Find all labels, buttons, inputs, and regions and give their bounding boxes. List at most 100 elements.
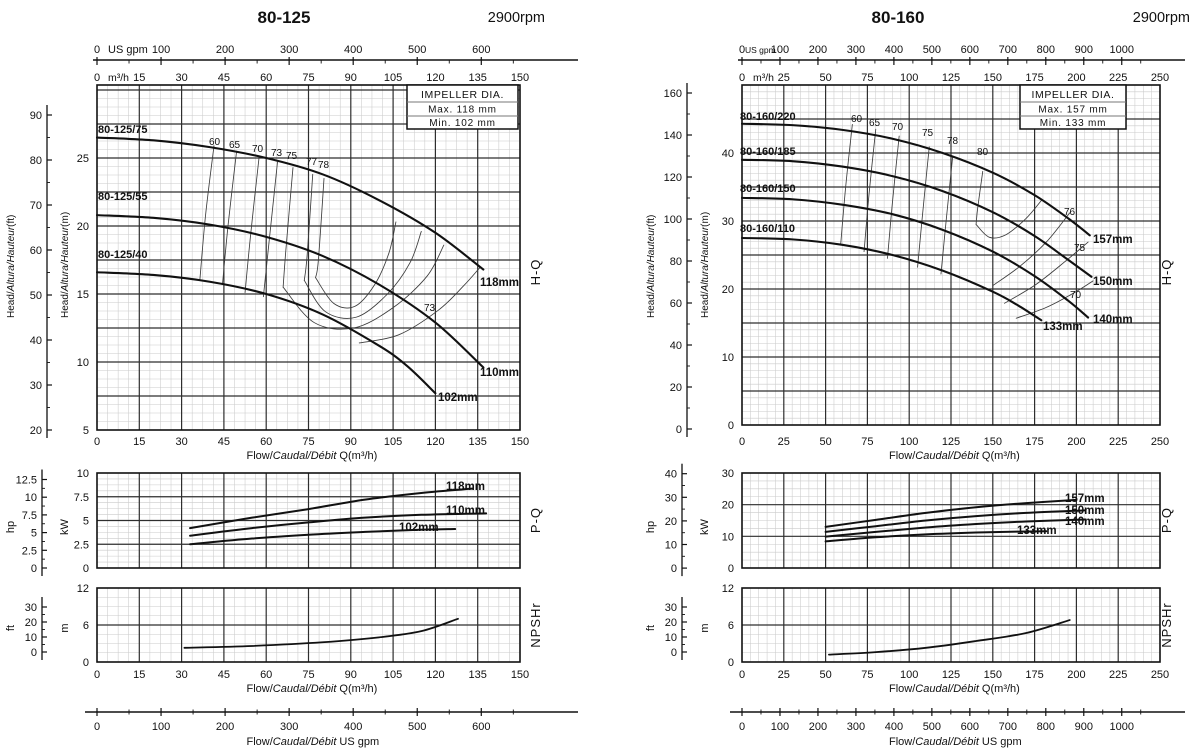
imperial-ruler: 12.5 10 7.5 5 2.5 0	[16, 469, 47, 576]
svg-text:100: 100	[900, 72, 918, 84]
svg-text:105: 105	[384, 72, 402, 84]
svg-text:0: 0	[739, 436, 745, 448]
svg-text:NPSHr: NPSHr	[528, 602, 543, 647]
svg-text:105: 105	[384, 669, 402, 681]
svg-text:1000: 1000	[1110, 44, 1134, 56]
svg-text:IMPELLER DIA.: IMPELLER DIA.	[421, 89, 504, 101]
svg-text:hp: hp	[5, 521, 17, 533]
svg-text:75: 75	[1074, 243, 1086, 254]
svg-text:20: 20	[670, 382, 682, 394]
svg-text:175: 175	[1025, 436, 1043, 448]
svg-text:75: 75	[302, 436, 314, 448]
svg-text:0: 0	[739, 669, 745, 681]
svg-text:m: m	[59, 623, 71, 632]
svg-text:ft: ft	[5, 625, 17, 631]
svg-text:150: 150	[984, 436, 1002, 448]
svg-text:Min. 102 mm: Min. 102 mm	[429, 118, 496, 129]
svg-text:60: 60	[260, 72, 272, 84]
imperial-ruler: 160 140 120 100 80 60 40 20 0	[664, 83, 692, 437]
svg-text:150mm: 150mm	[1065, 505, 1105, 517]
svg-text:10: 10	[665, 540, 677, 552]
svg-text:Head/Altura/Hauteur(ft): Head/Altura/Hauteur(ft)	[6, 215, 17, 318]
svg-text:0: 0	[94, 44, 100, 56]
svg-text:80-125/55: 80-125/55	[98, 191, 148, 203]
imperial-ruler: 40 30 20 10 0	[665, 463, 687, 577]
svg-text:50: 50	[819, 72, 831, 84]
svg-text:0: 0	[676, 424, 682, 436]
svg-text:30: 30	[175, 669, 187, 681]
svg-text:225: 225	[1109, 436, 1127, 448]
svg-text:70: 70	[892, 122, 904, 133]
svg-text:65: 65	[229, 140, 241, 151]
svg-text:30: 30	[175, 436, 187, 448]
svg-text:25: 25	[778, 669, 790, 681]
svg-text:P-Q: P-Q	[1159, 507, 1174, 533]
svg-text:m³/h: m³/h	[108, 72, 129, 84]
svg-text:140: 140	[664, 130, 682, 142]
svg-text:60: 60	[30, 245, 42, 257]
svg-text:500: 500	[408, 44, 426, 56]
panel-grid	[96, 472, 521, 569]
svg-text:118mm: 118mm	[480, 277, 519, 289]
svg-text:400: 400	[885, 44, 903, 56]
panel-grid	[741, 84, 1161, 426]
pq-curves: 118mm 110mm 102mm	[189, 481, 488, 546]
svg-text:7.5: 7.5	[22, 510, 37, 522]
svg-text:P-Q: P-Q	[528, 507, 543, 533]
m3h-tick-row: 0 m³/h 15 30 45 60 75 90 105 120 135 150	[94, 72, 529, 84]
svg-text:12.5: 12.5	[16, 475, 37, 487]
svg-text:10: 10	[722, 531, 734, 543]
svg-text:800: 800	[1037, 721, 1055, 733]
svg-text:225: 225	[1109, 72, 1127, 84]
svg-text:hp: hp	[645, 521, 657, 533]
panel-grid	[741, 587, 1161, 663]
svg-text:Flow/Caudal/Débit Q(m³/h): Flow/Caudal/Débit Q(m³/h)	[247, 683, 378, 695]
svg-text:20: 20	[722, 500, 734, 512]
svg-text:150: 150	[511, 72, 529, 84]
svg-text:200: 200	[809, 721, 827, 733]
svg-text:102mm: 102mm	[399, 522, 439, 534]
svg-text:225: 225	[1109, 669, 1127, 681]
chart-80-125: 80-125 2900rpm 0 100 200 300 400 500 600 US gpm…	[5, 8, 578, 748]
svg-text:900: 900	[1075, 721, 1093, 733]
svg-text:30: 30	[25, 602, 37, 614]
us-gpm-top-axis: 0 100 200 300 400 500 600 US gpm	[93, 44, 578, 65]
svg-text:0: 0	[739, 721, 745, 733]
svg-text:2.5: 2.5	[22, 545, 37, 557]
svg-text:Flow/Caudal/Débit Q(m³/h): Flow/Caudal/Débit Q(m³/h)	[889, 450, 1020, 462]
svg-text:6: 6	[728, 620, 734, 632]
svg-text:10: 10	[25, 492, 37, 504]
svg-text:10: 10	[665, 632, 677, 644]
svg-text:110mm: 110mm	[446, 505, 485, 517]
svg-text:200: 200	[1067, 72, 1085, 84]
svg-text:500: 500	[923, 721, 941, 733]
svg-text:12: 12	[77, 583, 89, 595]
svg-text:150mm: 150mm	[1093, 276, 1133, 288]
impeller-dia-box: IMPELLER DIA. Max. 118 mm Min. 102 mm	[406, 84, 519, 130]
svg-text:157mm: 157mm	[1093, 234, 1133, 246]
svg-text:250: 250	[1151, 72, 1169, 84]
svg-text:80-160/220: 80-160/220	[740, 111, 796, 123]
svg-text:600: 600	[961, 721, 979, 733]
svg-text:900: 900	[1075, 44, 1093, 56]
svg-text:70: 70	[252, 144, 264, 155]
svg-text:70: 70	[30, 200, 42, 212]
svg-text:133mm: 133mm	[1043, 321, 1083, 333]
svg-text:0: 0	[728, 420, 734, 432]
svg-text:78: 78	[318, 160, 330, 171]
svg-text:60: 60	[670, 298, 682, 310]
svg-text:133mm: 133mm	[1017, 525, 1057, 537]
svg-text:IMPELLER DIA.: IMPELLER DIA.	[1031, 89, 1114, 101]
svg-text:100: 100	[664, 214, 682, 226]
svg-text:Flow/Caudal/Débit Q(m³/h): Flow/Caudal/Débit Q(m³/h)	[889, 683, 1020, 695]
svg-text:Max. 157 mm: Max. 157 mm	[1038, 105, 1107, 116]
svg-text:700: 700	[999, 44, 1017, 56]
svg-text:30: 30	[665, 492, 677, 504]
svg-text:400: 400	[885, 721, 903, 733]
svg-text:5: 5	[83, 425, 89, 437]
svg-text:200: 200	[1067, 669, 1085, 681]
svg-text:0: 0	[31, 647, 37, 659]
svg-text:45: 45	[218, 669, 230, 681]
